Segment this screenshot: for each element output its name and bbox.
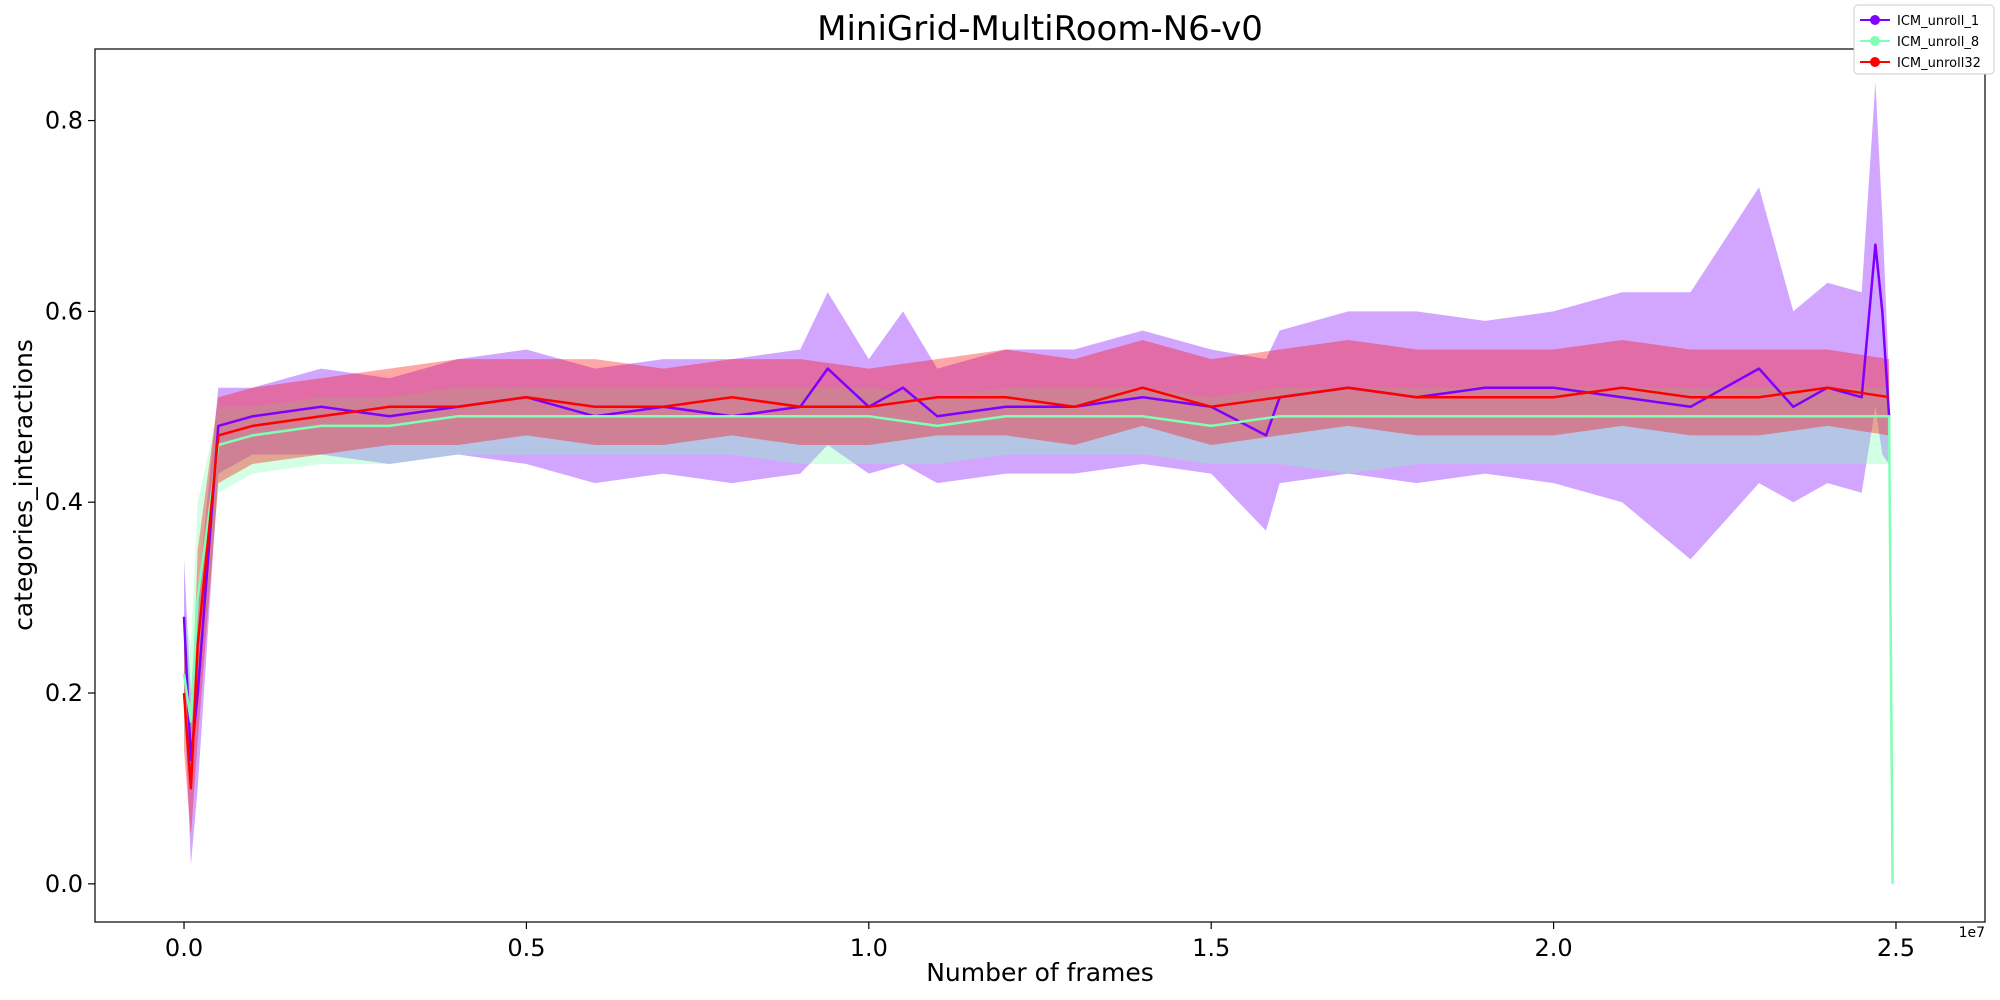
- y-tick-label: 0.8: [45, 107, 83, 135]
- series-lines: [182, 243, 1894, 884]
- legend-label-2: ICM_unroll32: [1897, 56, 1981, 71]
- y-tick-label: 0.0: [45, 870, 83, 898]
- legend-marker-0: [1870, 15, 1880, 25]
- series-line-1: [182, 415, 1894, 884]
- legend-marker-1: [1870, 36, 1880, 46]
- legend: ICM_unroll_1 ICM_unroll_8 ICM_unroll32: [1853, 4, 1995, 75]
- series-bands: [184, 82, 1893, 884]
- y-tick-label: 0.4: [45, 488, 83, 516]
- y-axis-label: categories_interactions: [9, 339, 38, 631]
- x-tick-label: 0.0: [165, 934, 203, 962]
- x-tick-label: 0.5: [507, 934, 545, 962]
- legend-label-0: ICM_unroll_1: [1897, 14, 1979, 29]
- y-tick-label: 0.2: [45, 679, 83, 707]
- series-band-1: [184, 387, 1893, 884]
- series-line-0: [182, 243, 1891, 762]
- x-tick-label: 2.5: [1877, 934, 1915, 962]
- series-line-2: [182, 386, 1890, 790]
- x-axis-offset-label: 1e7: [1959, 925, 1985, 941]
- x-axis-label: Number of frames: [926, 958, 1154, 987]
- series-band-2: [184, 340, 1890, 837]
- x-tick-label: 1.0: [850, 934, 888, 962]
- x-tick-label: 1.5: [1192, 934, 1230, 962]
- x-tick-label: 2.0: [1535, 934, 1573, 962]
- series-band-0: [184, 82, 1890, 865]
- y-axis-ticks: 0.0 0.2 0.4 0.6 0.8: [45, 107, 95, 898]
- y-tick-label: 0.6: [45, 297, 83, 325]
- legend-box: [1853, 4, 1995, 75]
- plot-frame: [94, 48, 1986, 923]
- chart-title: MiniGrid-MultiRoom-N6-v0: [817, 9, 1263, 49]
- legend-marker-2: [1870, 57, 1880, 67]
- x-axis-ticks: 0.0 0.5 1.0 1.5 2.0 2.5: [165, 922, 1915, 962]
- legend-label-1: ICM_unroll_8: [1897, 35, 1979, 50]
